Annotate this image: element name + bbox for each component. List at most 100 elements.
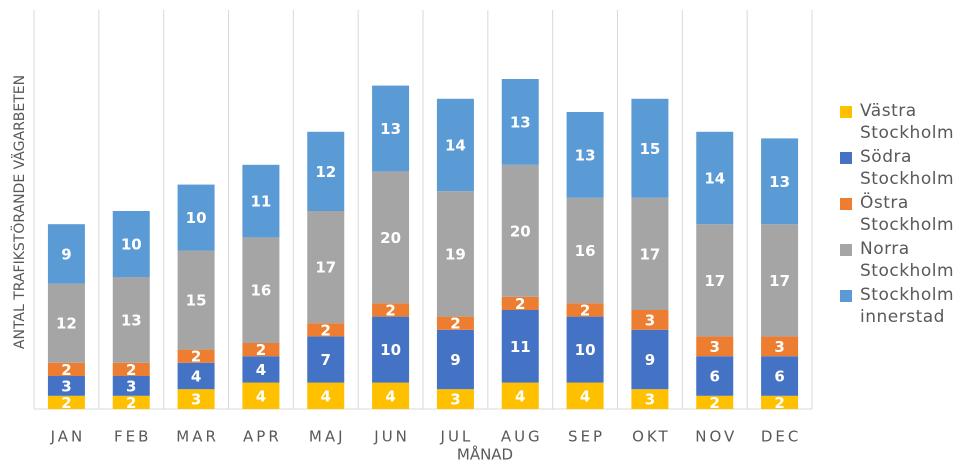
legend-label: Norra Stockholm xyxy=(860,239,955,281)
data-label: 2 xyxy=(256,341,266,359)
bar-segment xyxy=(307,131,345,211)
legend-item: Södra Stockholm xyxy=(838,146,968,190)
bar-segment xyxy=(631,98,669,198)
data-label: 17 xyxy=(639,245,660,263)
data-label: 3 xyxy=(645,391,655,409)
bar-segment xyxy=(696,356,734,396)
data-label: 14 xyxy=(704,170,725,188)
bar-segment xyxy=(177,184,215,251)
bar-segment xyxy=(47,283,85,363)
data-label: 2 xyxy=(450,315,460,333)
bar-segment xyxy=(501,310,539,383)
data-label: 2 xyxy=(191,348,201,366)
data-label: 4 xyxy=(321,387,331,405)
legend-item: Västra Stockholm xyxy=(838,100,968,144)
data-label: 20 xyxy=(380,229,401,247)
data-label: 9 xyxy=(645,351,655,369)
x-tick-label: MAR xyxy=(176,428,219,446)
data-label: 19 xyxy=(445,245,466,263)
bar-segment xyxy=(501,382,539,409)
bar-segment xyxy=(566,112,604,198)
bar-segment xyxy=(631,197,669,310)
data-label: 10 xyxy=(121,236,142,254)
bar-segment xyxy=(177,389,215,409)
bar-segment xyxy=(761,224,799,337)
data-label: 2 xyxy=(515,295,525,313)
data-label: 11 xyxy=(250,193,271,211)
data-label: 13 xyxy=(380,120,401,138)
data-label: 17 xyxy=(769,272,790,290)
data-label: 4 xyxy=(256,361,266,379)
data-label: 3 xyxy=(191,391,201,409)
data-label: 2 xyxy=(126,394,136,412)
bar-segment xyxy=(566,382,604,409)
x-tick-label: JAN xyxy=(50,428,86,446)
bar-segment xyxy=(696,336,734,357)
data-label: 9 xyxy=(450,351,460,369)
x-tick-label: DEC xyxy=(761,428,802,446)
data-label: 2 xyxy=(710,394,720,412)
x-tick-label: APR xyxy=(243,428,282,446)
data-label: 13 xyxy=(575,146,596,164)
bar-segment xyxy=(112,277,150,363)
data-label: 15 xyxy=(186,292,207,310)
data-label: 4 xyxy=(256,387,266,405)
bar-segment xyxy=(112,395,150,409)
data-label: 4 xyxy=(191,368,201,386)
data-label: 2 xyxy=(321,321,331,339)
bar-segment xyxy=(112,211,150,277)
bar-segment xyxy=(177,250,215,350)
bar-segment xyxy=(696,131,734,225)
data-label: 3 xyxy=(450,391,460,409)
data-label: 2 xyxy=(580,302,590,320)
x-tick-label: MAJ xyxy=(309,428,346,446)
data-label: 3 xyxy=(774,338,784,356)
bar-segment xyxy=(501,296,539,310)
data-label: 17 xyxy=(704,272,725,290)
bar-segment xyxy=(631,310,669,330)
data-label: 2 xyxy=(774,394,784,412)
data-label: 2 xyxy=(126,361,136,379)
bar-segment xyxy=(177,349,215,363)
data-label: 10 xyxy=(186,209,207,227)
data-label: 2 xyxy=(385,302,395,320)
bar-segment xyxy=(436,191,474,317)
x-tick-label: JUN xyxy=(373,428,410,446)
bar-segment xyxy=(307,382,345,409)
bar-segment xyxy=(436,98,474,192)
bar-segment xyxy=(372,316,410,383)
legend-item: Östra Stockholm xyxy=(838,192,968,236)
bar-segment xyxy=(761,395,799,409)
bar-segment xyxy=(696,224,734,337)
bar-segment xyxy=(242,164,280,238)
x-tick-label: NOV xyxy=(695,428,737,446)
x-axis-label: MÅNAD xyxy=(457,445,513,464)
bar-segment xyxy=(307,323,345,337)
bar-segment xyxy=(242,356,280,383)
data-label: 12 xyxy=(56,315,77,333)
bar-segment xyxy=(307,336,345,383)
legend-item: Stockholm innerstad xyxy=(838,284,968,328)
data-label: 4 xyxy=(515,387,525,405)
legend-swatch xyxy=(840,290,852,302)
data-label: 12 xyxy=(315,163,336,181)
data-label: 4 xyxy=(385,387,395,405)
x-tick-label: OKT xyxy=(632,428,671,446)
bar-segment xyxy=(47,224,85,284)
legend-swatch xyxy=(840,152,852,164)
data-label: 6 xyxy=(774,368,784,386)
data-label: 11 xyxy=(510,338,531,356)
bar-segment xyxy=(436,329,474,390)
legend-swatch xyxy=(840,198,852,210)
data-label: 2 xyxy=(61,361,71,379)
legend-swatch xyxy=(840,244,852,256)
x-tick-label: JUL xyxy=(440,428,474,446)
bar-segment xyxy=(761,356,799,396)
data-label: 3 xyxy=(710,338,720,356)
data-label: 7 xyxy=(321,351,331,369)
bar-segment xyxy=(436,316,474,330)
data-label: 3 xyxy=(645,311,655,329)
bar-segment xyxy=(761,138,799,225)
bar-segment xyxy=(372,303,410,317)
data-label: 2 xyxy=(61,394,71,412)
